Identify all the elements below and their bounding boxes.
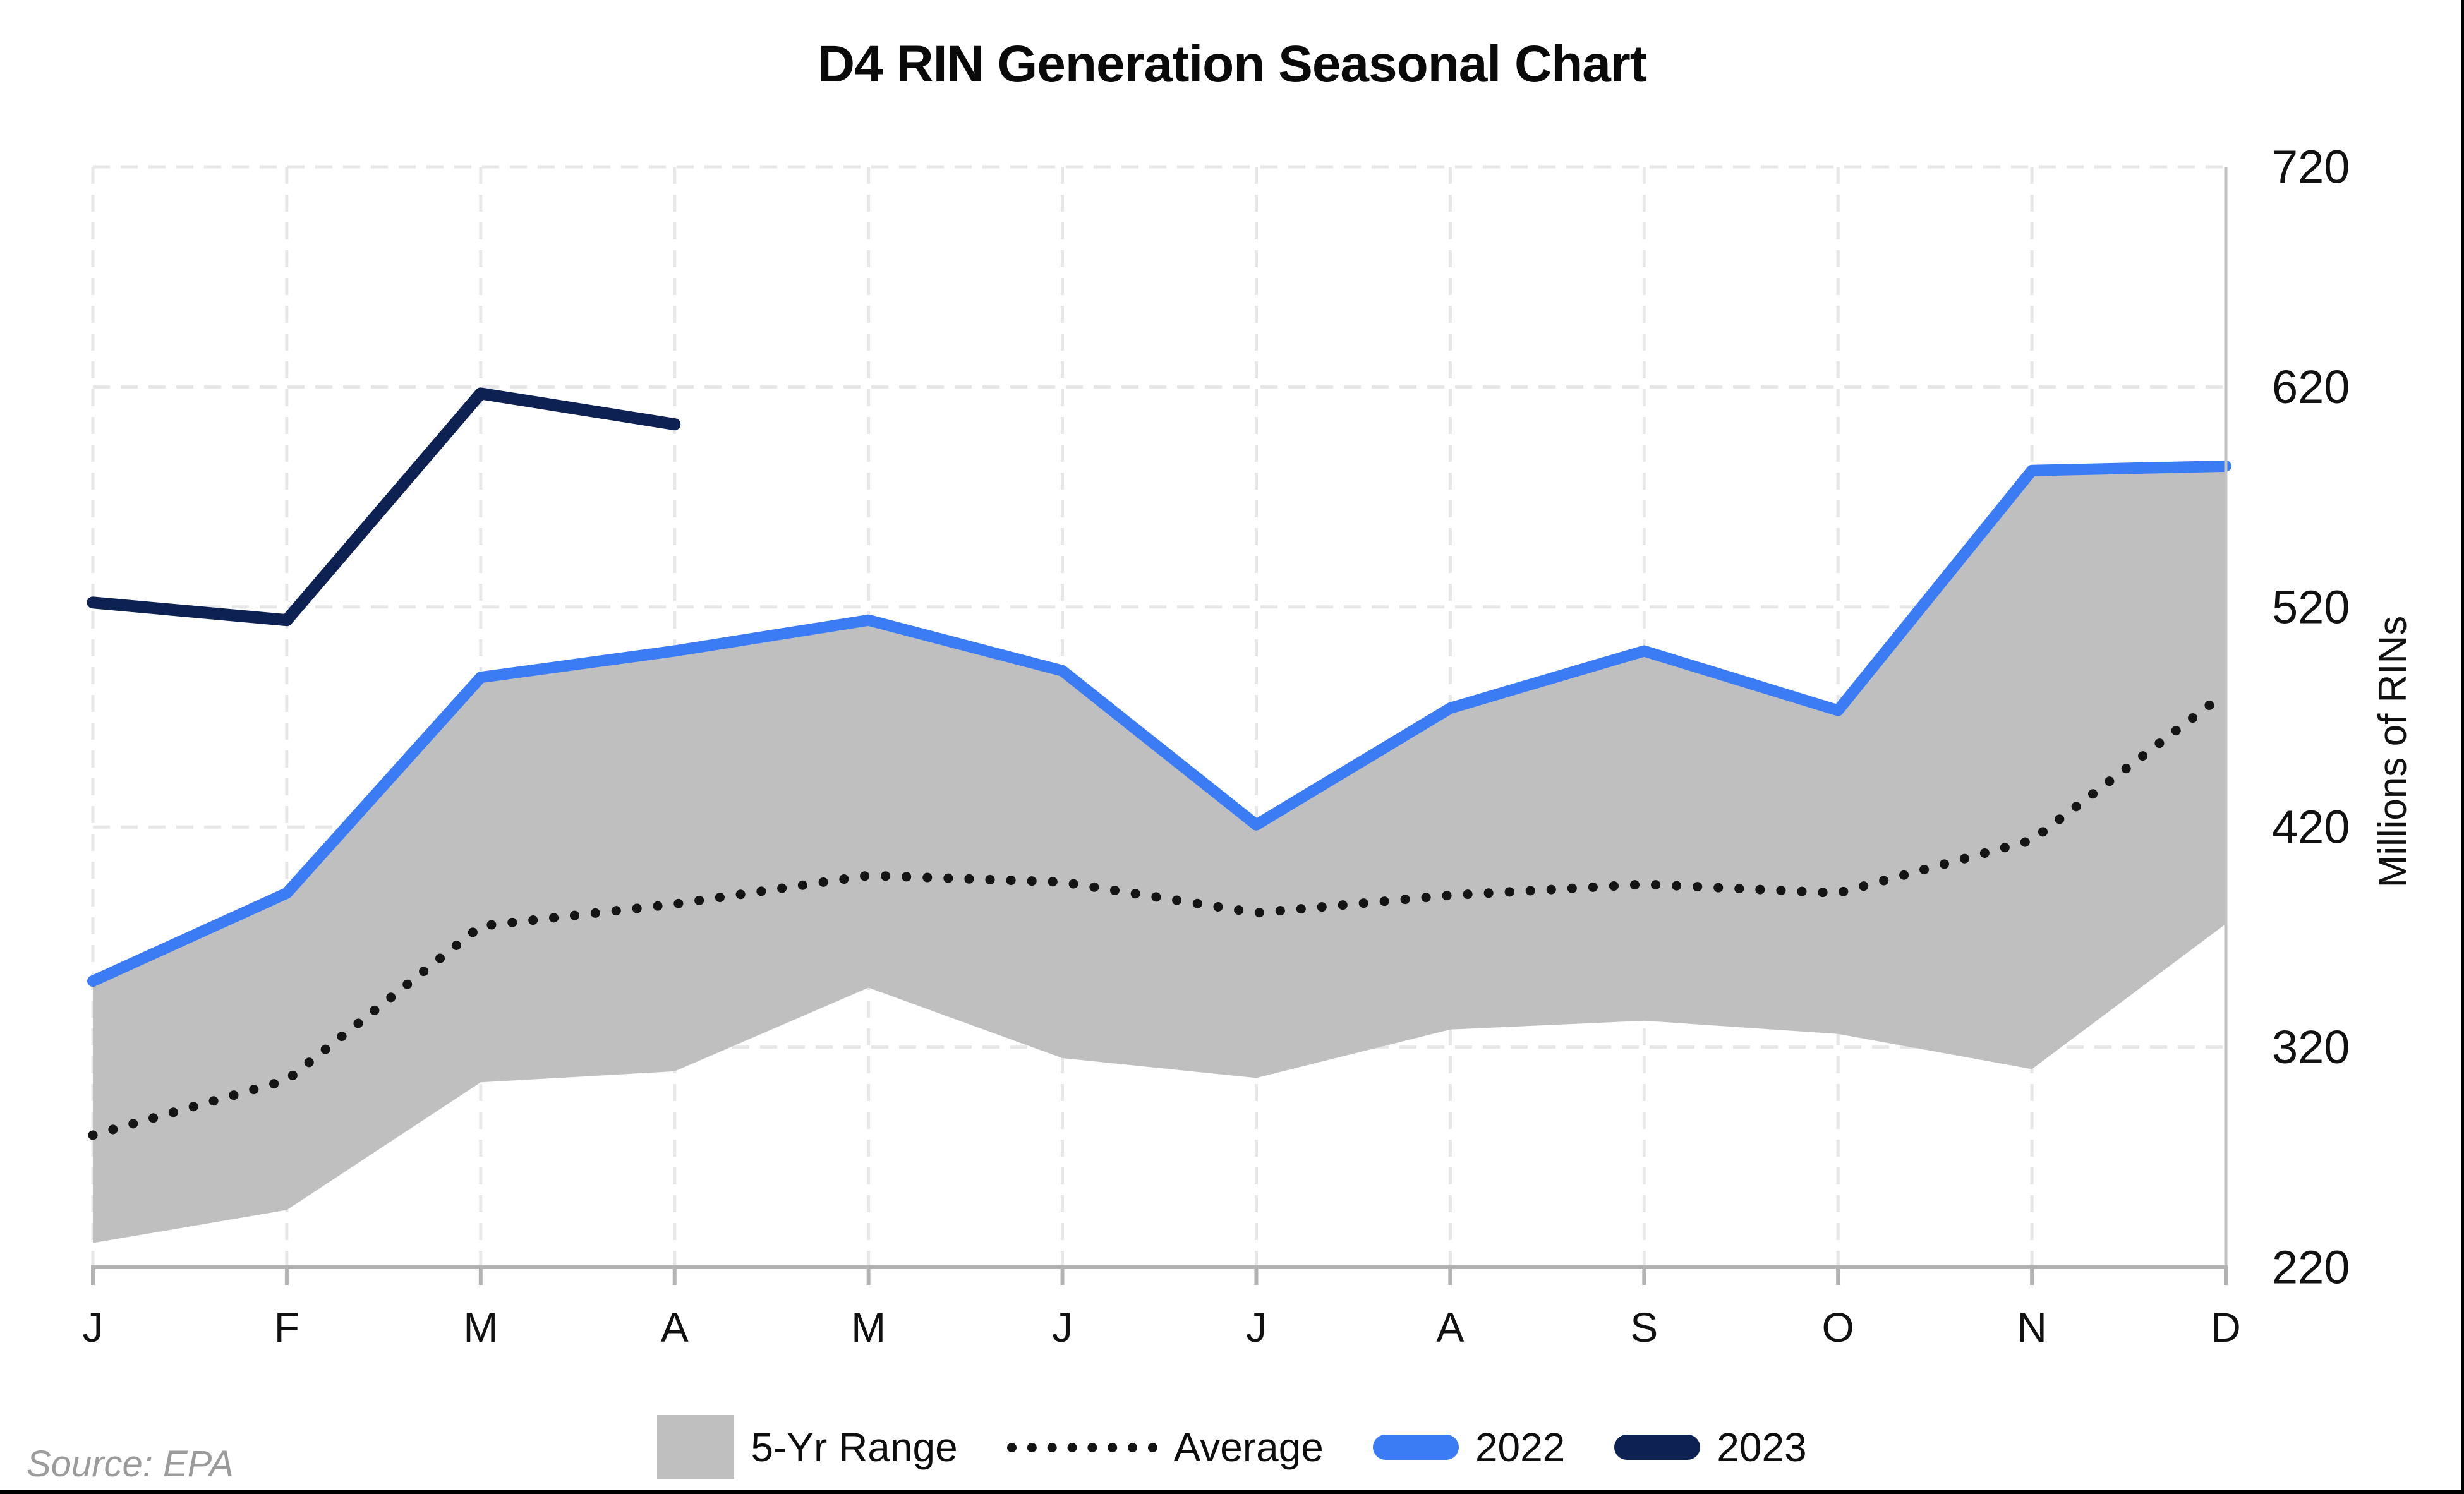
line-2022 <box>87 460 2231 987</box>
y-tick-label: 420 <box>2272 801 2350 853</box>
x-tick-label: J <box>83 1304 104 1351</box>
legend-label-2022: 2022 <box>1475 1425 1566 1470</box>
range-swatch <box>657 1415 735 1479</box>
line-2023 <box>87 387 681 627</box>
y-tick-label: 320 <box>2272 1021 2350 1073</box>
line-2022-swatch <box>1372 1435 1459 1460</box>
line-2023-swatch <box>1614 1435 1701 1460</box>
legend-label-2023: 2023 <box>1717 1425 1807 1470</box>
x-tick-label: S <box>1630 1304 1658 1351</box>
y-tick-label: 220 <box>2272 1241 2350 1294</box>
chart-title: D4 RIN Generation Seasonal Chart <box>817 35 1647 93</box>
dotted-line-swatch <box>1006 1442 1157 1452</box>
average-line <box>88 688 2231 1140</box>
legend-label-average: Average <box>1173 1425 1324 1470</box>
legend-item-range: 5-Yr Range <box>657 1415 958 1479</box>
figure-border-right <box>2461 0 2464 1494</box>
x-tick-label: J <box>1246 1304 1267 1351</box>
y-tick-label: 520 <box>2272 581 2350 633</box>
legend-label-range: 5-Yr Range <box>751 1425 958 1470</box>
y-tick-label: 620 <box>2272 361 2350 413</box>
x-tick-label: O <box>1822 1304 1854 1351</box>
figure-border-bottom <box>0 1490 2464 1494</box>
x-tick-label: F <box>274 1304 299 1351</box>
x-tick-label: J <box>1052 1304 1073 1351</box>
x-tick-label: A <box>661 1304 689 1351</box>
legend-item-average: Average <box>1006 1425 1324 1470</box>
x-tick-label: D <box>2211 1304 2241 1351</box>
legend-item-2022: 2022 <box>1372 1425 1566 1470</box>
x-tick-label: N <box>2017 1304 2047 1351</box>
legend: 5-Yr Range Average 2022 2023 <box>0 1415 2464 1479</box>
x-tick-label: M <box>851 1304 886 1351</box>
x-tick-label: M <box>463 1304 498 1351</box>
x-tick-label: A <box>1436 1304 1464 1351</box>
range-band <box>93 466 2226 1243</box>
y-axis-label: Millions of RINs <box>2371 616 2415 888</box>
y-tick-label: 720 <box>2272 141 2350 193</box>
legend-item-2023: 2023 <box>1614 1425 1807 1470</box>
source-note: Source: EPA <box>27 1443 234 1485</box>
